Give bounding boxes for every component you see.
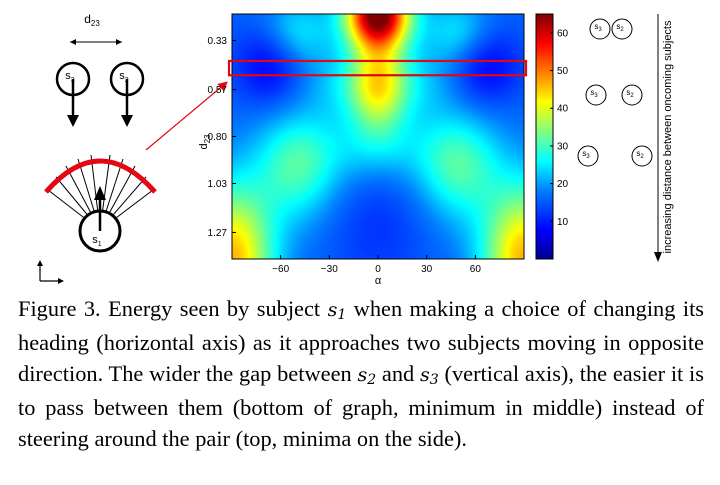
pair-close-s2-label: s2 (616, 22, 624, 33)
right-diagram: s3 s2 s3 s2 s3 s2 increasing distance be… (577, 14, 674, 262)
heatmap-plot: −60 −30 0 30 60 0.33 0.57 0.80 1.03 1.27 α d23 (198, 13, 528, 287)
pair-row-wide: s3 s2 (577, 145, 653, 167)
distance-label: d23 (84, 12, 100, 28)
pointer-arrow (145, 81, 228, 151)
subject-s1-label: s1 (92, 234, 102, 248)
caption-label: Figure 3. (18, 296, 101, 321)
colorbar-tick-label: 20 (557, 179, 569, 190)
figure: d23 s3 s2 (37, 12, 674, 287)
caption-var-s1: s1 (327, 299, 347, 323)
y-tick-label: 0.33 (208, 36, 228, 47)
subject-s2-label: s2 (119, 70, 129, 84)
pair-medium-s3-label: s3 (590, 88, 598, 99)
distance-double-arrow (70, 39, 122, 45)
colorbar-tick-label: 30 (557, 141, 569, 152)
y-axis-ticks: 0.33 0.57 0.80 1.03 1.27 (208, 36, 236, 239)
left-diagram: d23 s3 s2 (37, 12, 228, 284)
pair-close-s3-label: s3 (594, 22, 602, 33)
x-tick-label: 60 (470, 264, 482, 275)
pair-wide-s2-label: s2 (636, 149, 644, 160)
caption-var-s2: s2 (357, 364, 377, 389)
caption-text-4: (vertical axis), the easier it is to pas… (18, 361, 704, 452)
caption-var-s3: s3 (420, 364, 439, 389)
y-tick-label: 0.80 (208, 132, 228, 143)
subject-s1-circle: s1 (78, 186, 122, 253)
y-tick-label: 0.57 (208, 85, 228, 96)
pair-row-medium: s3 s2 (585, 84, 643, 106)
subject-s3-circle: s3 (55, 61, 91, 127)
colorbar: 10 20 30 40 50 60 (535, 13, 569, 260)
caption-text-2: when making a choice of changing its hea… (18, 296, 704, 387)
x-tick-label: 30 (421, 264, 433, 275)
pair-wide-s3-label: s3 (582, 149, 590, 160)
y-tick-label: 1.03 (208, 179, 228, 190)
pair-row-close: s3 s2 (589, 18, 633, 40)
coordinate-corner-icon (37, 260, 64, 284)
figure-caption: Figure 3. Energy seen by subject s1 when… (18, 293, 704, 455)
caption-text-1: Energy seen by subject (100, 296, 328, 321)
colorbar-tick-label: 50 (557, 66, 569, 77)
colorbar-tick-label: 60 (557, 28, 569, 39)
colorbar-gradient (535, 13, 554, 260)
heading-arc (44, 158, 157, 194)
x-tick-label: −60 (272, 264, 289, 275)
colorbar-ticks: 10 20 30 40 50 60 (550, 28, 569, 228)
x-axis-label: α (375, 275, 382, 287)
heatmap-surface (232, 14, 524, 259)
distance-axis-arrow (654, 14, 662, 262)
y-tick-label: 1.27 (208, 228, 228, 239)
y-axis-label: d23 (198, 134, 212, 150)
x-axis-ticks: −60 −30 0 30 60 (272, 255, 481, 275)
highlight-rectangle (227, 59, 528, 77)
distance-axis-label: increasing distance between oncoming sub… (662, 20, 674, 253)
subject-s3-label: s3 (65, 70, 75, 84)
x-tick-label: 0 (375, 264, 381, 275)
colorbar-tick-label: 40 (557, 104, 569, 115)
colorbar-tick-label: 10 (557, 217, 569, 228)
x-tick-label: −30 (321, 264, 338, 275)
subject-s2-circle: s2 (109, 61, 145, 127)
caption-text-3: and (376, 361, 421, 387)
pair-medium-s2-label: s2 (626, 88, 634, 99)
